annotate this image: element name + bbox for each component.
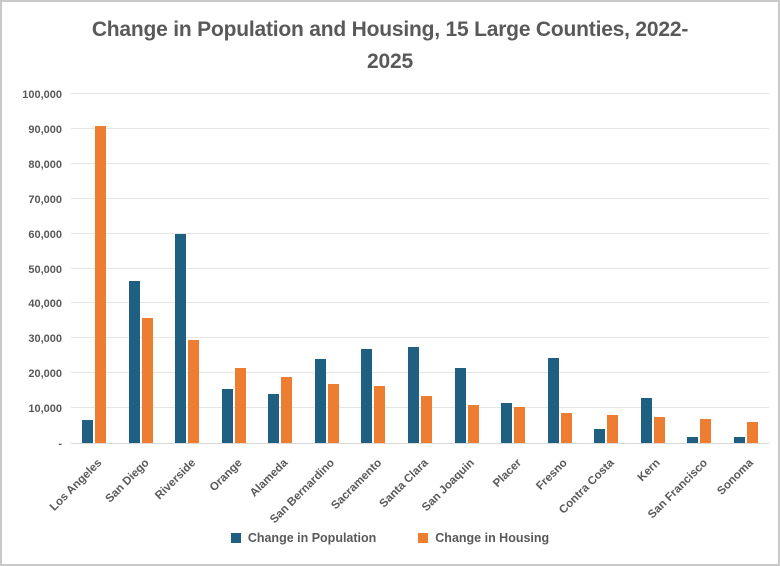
bar-group: [71, 95, 118, 443]
bar-group: [629, 95, 676, 443]
x-axis-label: San Francisco: [645, 457, 710, 522]
legend: Change in Population Change in Housing: [2, 531, 778, 545]
gridline: [71, 372, 769, 374]
x-axis-label: Sonoma: [715, 457, 757, 498]
y-axis-label: 30,000: [28, 333, 62, 346]
y-axis-label: 20,000: [28, 368, 62, 381]
gridline: [71, 127, 769, 129]
housing-bar: [607, 415, 619, 443]
housing-bar: [653, 416, 665, 443]
y-axis-label: 40,000: [28, 298, 62, 311]
bar-group: [350, 95, 397, 443]
x-axis-label: Sacramento: [328, 457, 384, 513]
x-axis-label: San Diego: [103, 457, 152, 506]
legend-item-housing: Change in Housing: [418, 531, 549, 545]
housing-bar: [514, 407, 526, 443]
housing-bar: [234, 368, 246, 443]
bar-group: [257, 95, 304, 443]
bar-group: [536, 95, 583, 443]
gridline: [71, 407, 769, 409]
population-bar: [454, 368, 466, 443]
x-axis-label: Fresno: [534, 457, 571, 493]
x-axis-label: Contra Costa: [557, 457, 617, 517]
population-bar: [82, 420, 94, 443]
y-axis-label: 10,000: [28, 403, 62, 416]
x-axis-label: Riverside: [152, 457, 198, 503]
bar-group: [304, 95, 351, 443]
gridline: [71, 232, 769, 234]
legend-label-housing: Change in Housing: [435, 531, 550, 545]
bar-group: [676, 95, 723, 443]
bar-group: [583, 95, 630, 443]
population-bar: [687, 436, 699, 443]
x-axis-label: Alameda: [248, 457, 291, 500]
y-axis-label: 50,000: [28, 263, 62, 276]
housing-bar: [141, 317, 153, 443]
population-bar: [221, 389, 233, 443]
gridline: [71, 197, 769, 199]
housing-bar: [327, 383, 339, 443]
x-axis-label: San Bernardino: [268, 457, 338, 527]
legend-item-population: Change in Population: [230, 531, 377, 545]
bar-group: [443, 95, 490, 443]
y-axis-label: 90,000: [28, 123, 62, 136]
y-axis: - 10,000 20,000 30,000 40,000 50,000 60,000 70,…: [2, 2, 62, 564]
x-axis-label: San Joaquin: [420, 457, 478, 514]
population-bar: [640, 397, 652, 443]
population-bar: [175, 234, 187, 443]
population-bar: [501, 402, 513, 443]
population-bar: [361, 349, 373, 443]
y-axis-label: 80,000: [28, 158, 62, 171]
gridline: [71, 302, 769, 304]
population-bar: [314, 359, 326, 443]
bar-group: [722, 95, 769, 443]
y-axis-label: -: [58, 438, 62, 450]
housing-bar: [560, 413, 572, 443]
gridline: [71, 162, 769, 164]
housing-bar: [746, 422, 758, 443]
housing-bar: [281, 376, 293, 443]
x-axis-label: Orange: [207, 457, 245, 494]
x-axis-label: Placer: [490, 457, 524, 490]
y-axis-label: 60,000: [28, 228, 62, 241]
housing-bar: [188, 340, 200, 443]
population-bar: [128, 281, 140, 443]
legend-swatch-population: [230, 533, 241, 543]
population-bar: [594, 429, 606, 443]
population-bar: [407, 347, 419, 443]
housing-bar: [420, 396, 432, 443]
population-bar: [733, 436, 745, 443]
bar-group: [211, 95, 258, 443]
legend-swatch-housing: [418, 533, 429, 543]
gridline: [71, 93, 769, 94]
housing-bar: [467, 404, 479, 443]
bar-group: [490, 95, 537, 443]
x-axis-label: Kern: [636, 457, 664, 485]
plot-area: [71, 93, 769, 444]
housing-bar: [374, 385, 386, 443]
gridline: [71, 337, 769, 339]
y-axis-label: 100,000: [22, 89, 62, 101]
legend-label-population: Change in Population: [247, 531, 377, 545]
population-bar: [268, 394, 280, 443]
y-axis-label: 70,000: [28, 193, 62, 206]
bar-group: [118, 95, 165, 443]
bar-group: [164, 95, 211, 443]
population-bar: [547, 357, 559, 443]
housing-bar: [95, 126, 107, 443]
chart-title: Change in Population and Housing, 15 Lar…: [91, 18, 689, 73]
gridline: [71, 267, 769, 269]
bar-group: [397, 95, 444, 443]
housing-bar: [700, 419, 712, 443]
x-axis-label: Santa Clara: [377, 457, 431, 511]
bars-row: [71, 95, 769, 443]
